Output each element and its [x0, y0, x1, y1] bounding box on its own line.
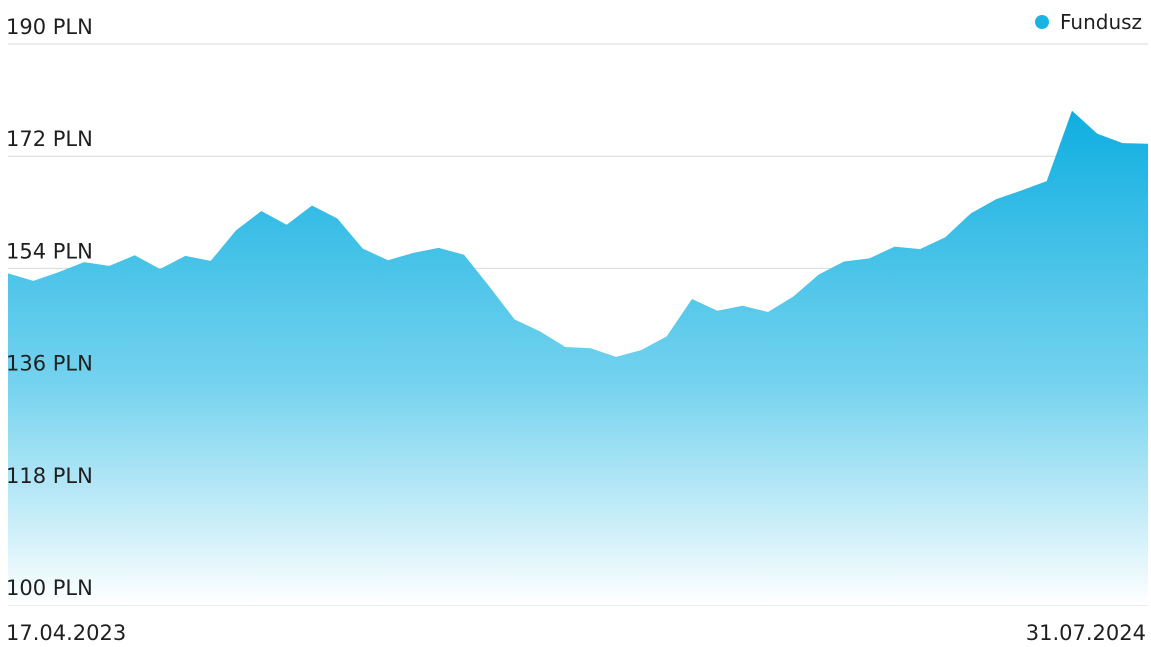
legend-label: Fundusz [1060, 10, 1142, 34]
series-area-fundusz [8, 110, 1148, 605]
x-tick-label-start: 17.04.2023 [6, 621, 126, 643]
y-tick-label-100: 100 PLN [6, 576, 93, 600]
y-tick-label-172: 172 PLN [6, 127, 93, 151]
y-tick-label-136: 136 PLN [6, 352, 93, 376]
x-tick-label-end: 31.07.2024 [1026, 621, 1146, 643]
series-area-layer [8, 110, 1148, 605]
y-tick-label-118: 118 PLN [6, 464, 93, 488]
tick-labels: 190 PLN 172 PLN 154 PLN 136 PLN 118 PLN 100 P… [6, 15, 93, 600]
legend-marker [1035, 15, 1049, 29]
legend: Fundusz [1035, 10, 1142, 34]
y-tick-label-154: 154 PLN [6, 239, 93, 263]
y-tick-label-190: 190 PLN [6, 15, 93, 39]
